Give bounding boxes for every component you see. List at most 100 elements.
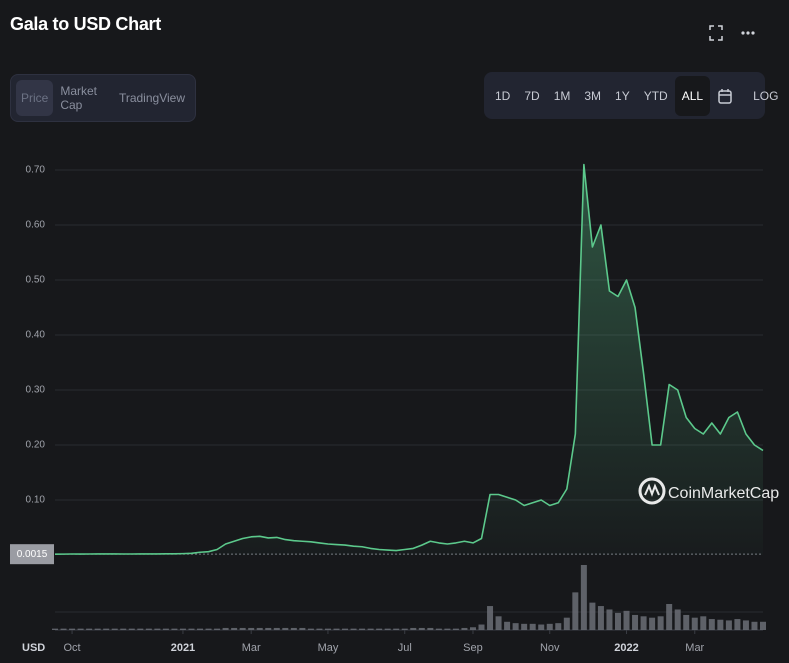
volume-bar (77, 628, 84, 630)
volume-bar (137, 628, 144, 630)
tab[interactable]: TradingView (118, 91, 185, 105)
volume-bar (171, 628, 178, 630)
volume-bar (231, 627, 238, 630)
volume-bar (222, 627, 229, 630)
volume-bar (162, 628, 169, 630)
volume-bar (154, 628, 161, 630)
price-marker-label: 0.0015 (17, 549, 48, 560)
volume-bar (401, 628, 408, 630)
x-tick-label: 2021 (171, 642, 195, 654)
log-button[interactable]: LOG (753, 88, 779, 103)
volume-bar (342, 628, 349, 630)
volume-panel (52, 565, 766, 630)
volume-bar (316, 628, 323, 630)
range-group: 1D 7D 1M 3M 1Y YTD ALL LOG (484, 72, 778, 119)
volume-bar (674, 609, 681, 630)
calendar-icon (718, 88, 732, 104)
range-button[interactable]: YTD (643, 88, 668, 103)
volume-bar (290, 627, 297, 630)
volume-bar (546, 623, 553, 630)
volume-bar (86, 628, 93, 630)
volume-bar (359, 628, 366, 630)
volume-bar (350, 628, 357, 630)
volume-bar (418, 627, 425, 630)
volume-bar (367, 628, 374, 630)
volume-bar (666, 604, 673, 630)
range-button[interactable]: 1Y (615, 88, 630, 103)
volume-bar (248, 627, 255, 630)
volume-bar (538, 624, 545, 630)
volume-bar (521, 623, 528, 630)
volume-bar (179, 628, 186, 630)
y-tick-label: 0.70 (26, 165, 46, 176)
volume-bar (393, 628, 400, 630)
volume-bar (717, 619, 724, 630)
range-button[interactable]: 1D (495, 88, 511, 103)
volume-bar (529, 623, 536, 630)
x-tick-label: Jul (398, 642, 412, 654)
volume-bar (197, 628, 204, 630)
volume-bar (478, 624, 485, 630)
range-button[interactable]: 7D (524, 88, 540, 103)
y-tick-label: 0.50 (26, 275, 46, 286)
volume-bar (188, 628, 195, 630)
volume-bar (214, 628, 221, 630)
volume-bar (52, 628, 58, 630)
volume-bar (580, 565, 587, 630)
volume-bar (623, 610, 630, 630)
volume-bar (657, 616, 664, 630)
volume-bar (69, 628, 76, 630)
price-line (54, 163, 764, 555)
volume-bar (640, 616, 647, 630)
volume-bar (256, 627, 263, 630)
range-button[interactable]: 1M (553, 88, 571, 103)
y-tick-label: 0.30 (26, 385, 46, 396)
range-button[interactable]: ALL (674, 75, 711, 116)
volume-bar (299, 627, 306, 630)
volume-bar (324, 628, 331, 630)
volume-bar (307, 628, 314, 630)
volume-bar (751, 621, 758, 630)
volume-bar (239, 627, 246, 630)
volume-bar (563, 617, 570, 630)
watermark-text: CoinMarketCap (668, 485, 779, 502)
volume-bar (589, 602, 596, 630)
y-tick-label: 0.20 (26, 440, 46, 451)
volume-bar (734, 619, 741, 630)
volume-bar (410, 627, 417, 630)
volume-bar (376, 628, 383, 630)
price-marker-box (10, 544, 54, 565)
volume-bar (512, 623, 519, 630)
price-area (55, 164, 763, 555)
more-icon[interactable] (740, 28, 760, 38)
volume-bar (555, 623, 562, 630)
volume-bar (487, 606, 494, 630)
volume-bar (649, 617, 656, 630)
tab-group: Price Market Cap TradingView (10, 74, 196, 122)
volume-bar (597, 606, 604, 630)
range-button[interactable]: 3M (584, 88, 602, 103)
volume-bar (614, 612, 621, 630)
volume-bar (606, 609, 613, 630)
volume-bar (205, 628, 212, 630)
calendar-button[interactable] (710, 88, 740, 104)
fullscreen-icon[interactable] (709, 25, 723, 41)
x-tick-label: Nov (540, 642, 560, 654)
tab[interactable]: Price (16, 80, 54, 116)
plot (54, 163, 764, 555)
volume-bar (427, 627, 434, 630)
y-tick-label: 0.10 (26, 495, 46, 506)
volume-bar (572, 592, 579, 630)
volume-bar (691, 617, 698, 630)
grid: 0.10 0.20 0.30 0.40 0.50 0.60 0.70 0.0015 Oct 202… (10, 165, 763, 654)
volume-bar (469, 627, 476, 630)
volume-bar (103, 628, 110, 630)
x-tick-label: Sep (463, 642, 483, 654)
toolbar-icons (709, 25, 723, 41)
volume-bar (145, 628, 152, 630)
x-tick-label: Mar (242, 642, 261, 654)
tab[interactable]: Market Cap (60, 84, 98, 112)
x-tick-label: 2022 (614, 642, 638, 654)
volume-bar (333, 628, 340, 630)
